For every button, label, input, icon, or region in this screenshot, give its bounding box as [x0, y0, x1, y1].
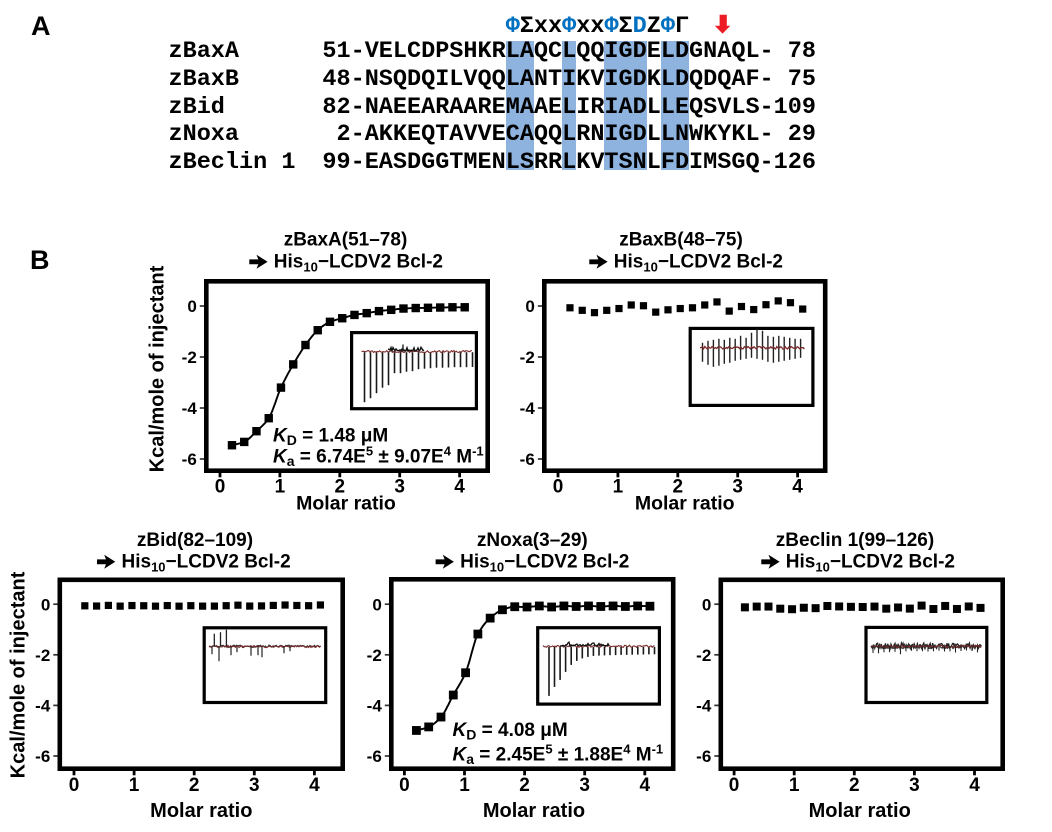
svg-text:1: 1 [613, 476, 624, 497]
svg-text:-4: -4 [696, 697, 712, 716]
svg-text:0: 0 [41, 595, 50, 614]
svg-text:0: 0 [525, 297, 534, 316]
svg-text:His10−LCDV2 Bcl-2: His10−LCDV2 Bcl-2 [460, 552, 629, 575]
svg-text:2: 2 [189, 775, 200, 796]
svg-text:Molar ratio: Molar ratio [150, 800, 252, 822]
svg-text:4: 4 [309, 775, 320, 796]
svg-text:-2: -2 [696, 646, 711, 665]
svg-text:0: 0 [553, 476, 564, 497]
svg-text:1: 1 [789, 775, 800, 796]
svg-text:1: 1 [459, 775, 470, 796]
svg-text:zNoxa(3–29): zNoxa(3–29) [477, 530, 588, 551]
svg-text:0: 0 [187, 297, 196, 316]
svg-text:0: 0 [215, 476, 226, 497]
svg-text:0: 0 [729, 775, 740, 796]
svg-text:-4: -4 [520, 399, 536, 418]
svg-text:4: 4 [454, 476, 465, 497]
svg-text:Ka = 6.74E5 ± 9.07E4 M-1: Ka = 6.74E5 ± 9.07E4 M-1 [273, 443, 484, 469]
svg-text:-2: -2 [520, 348, 535, 367]
svg-text:Molar ratio: Molar ratio [483, 800, 585, 822]
svg-text:3: 3 [394, 476, 405, 497]
svg-text:Molar ratio: Molar ratio [809, 800, 911, 822]
svg-text:2: 2 [335, 476, 346, 497]
svg-text:-6: -6 [35, 747, 50, 766]
svg-text:0: 0 [702, 595, 711, 614]
svg-text:1: 1 [275, 476, 286, 497]
svg-text:Kcal/mole of injectant: Kcal/mole of injectant [147, 265, 169, 472]
svg-text:-4: -4 [182, 399, 198, 418]
svg-text:-6: -6 [696, 747, 711, 766]
svg-text:-4: -4 [35, 697, 51, 716]
svg-text:3: 3 [579, 775, 590, 796]
svg-text:Kcal/mole of injectant: Kcal/mole of injectant [8, 571, 30, 778]
svg-text:zBeclin 1(99–126): zBeclin 1(99–126) [776, 530, 934, 551]
svg-text:-2: -2 [367, 646, 382, 665]
svg-text:2: 2 [519, 775, 530, 796]
svg-text:His10−LCDV2 Bcl-2: His10−LCDV2 Bcl-2 [122, 552, 291, 575]
svg-text:-6: -6 [367, 747, 382, 766]
svg-text:3: 3 [732, 476, 743, 497]
svg-text:-2: -2 [35, 646, 50, 665]
svg-text:3: 3 [909, 775, 920, 796]
svg-text:0: 0 [399, 775, 410, 796]
svg-text:-2: -2 [182, 348, 197, 367]
svg-text:2: 2 [849, 775, 860, 796]
svg-text:His10−LCDV2 Bcl-2: His10−LCDV2 Bcl-2 [786, 552, 955, 575]
svg-text:1: 1 [129, 775, 140, 796]
svg-text:0: 0 [372, 595, 381, 614]
svg-text:Molar ratio: Molar ratio [635, 493, 735, 515]
svg-text:2: 2 [673, 476, 684, 497]
svg-text:3: 3 [249, 775, 260, 796]
svg-text:zBaxA(51–78): zBaxA(51–78) [284, 230, 408, 251]
svg-text:KD = 1.48 μM: KD = 1.48 μM [273, 425, 388, 448]
svg-text:4: 4 [640, 775, 651, 796]
svg-text:KD = 4.08 μM: KD = 4.08 μM [453, 720, 568, 743]
svg-text:His10−LCDV2 Bcl-2: His10−LCDV2 Bcl-2 [274, 252, 443, 275]
svg-text:-6: -6 [520, 450, 535, 469]
svg-text:zBid(82–109): zBid(82–109) [137, 530, 253, 551]
svg-text:Molar ratio: Molar ratio [296, 493, 396, 515]
svg-text:4: 4 [792, 476, 803, 497]
svg-text:Ka = 2.45E5 ± 1.88E4 M-1: Ka = 2.45E5 ± 1.88E4 M-1 [453, 741, 664, 767]
svg-text:4: 4 [969, 775, 980, 796]
svg-text:zBaxB(48–75): zBaxB(48–75) [619, 230, 743, 251]
svg-text:His10−LCDV2 Bcl-2: His10−LCDV2 Bcl-2 [614, 252, 783, 275]
svg-text:-4: -4 [367, 697, 383, 716]
svg-text:0: 0 [69, 775, 80, 796]
svg-text:-6: -6 [182, 450, 197, 469]
